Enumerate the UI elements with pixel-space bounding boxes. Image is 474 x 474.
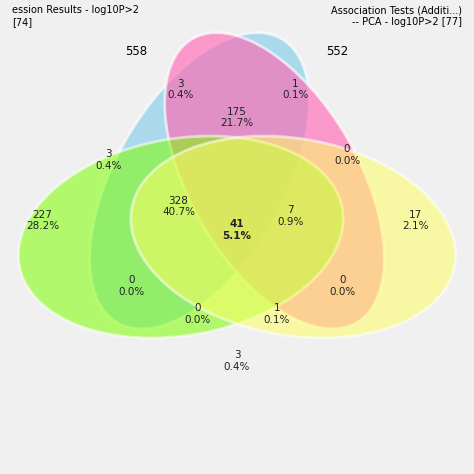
- Text: 41
5.1%: 41 5.1%: [222, 219, 252, 241]
- Ellipse shape: [164, 33, 384, 329]
- Text: 558: 558: [125, 46, 147, 58]
- Text: ession Results - log10P>2
[74]: ession Results - log10P>2 [74]: [12, 5, 139, 27]
- Text: 0
0.0%: 0 0.0%: [184, 303, 210, 325]
- Text: Association Tests (Additi...)
-- PCA - log10P>2 [77]: Association Tests (Additi...) -- PCA - l…: [331, 5, 462, 27]
- Text: 0
0.0%: 0 0.0%: [334, 144, 360, 166]
- Text: 0
0.0%: 0 0.0%: [329, 275, 356, 297]
- Text: 0
0.0%: 0 0.0%: [118, 275, 145, 297]
- Text: 1
0.1%: 1 0.1%: [283, 79, 309, 100]
- Text: 552: 552: [327, 46, 349, 58]
- Ellipse shape: [18, 136, 343, 338]
- Text: 17
2.1%: 17 2.1%: [402, 210, 428, 231]
- Ellipse shape: [131, 136, 456, 338]
- Text: 328
40.7%: 328 40.7%: [162, 196, 195, 218]
- Text: 3
0.4%: 3 0.4%: [224, 350, 250, 372]
- Text: 3
0.4%: 3 0.4%: [168, 79, 194, 100]
- Text: 227
28.2%: 227 28.2%: [26, 210, 59, 231]
- Text: 1
0.1%: 1 0.1%: [264, 303, 290, 325]
- Ellipse shape: [90, 33, 310, 329]
- Text: 175
21.7%: 175 21.7%: [220, 107, 254, 128]
- Text: 3
0.4%: 3 0.4%: [95, 149, 121, 171]
- Text: 7
0.9%: 7 0.9%: [278, 205, 304, 227]
